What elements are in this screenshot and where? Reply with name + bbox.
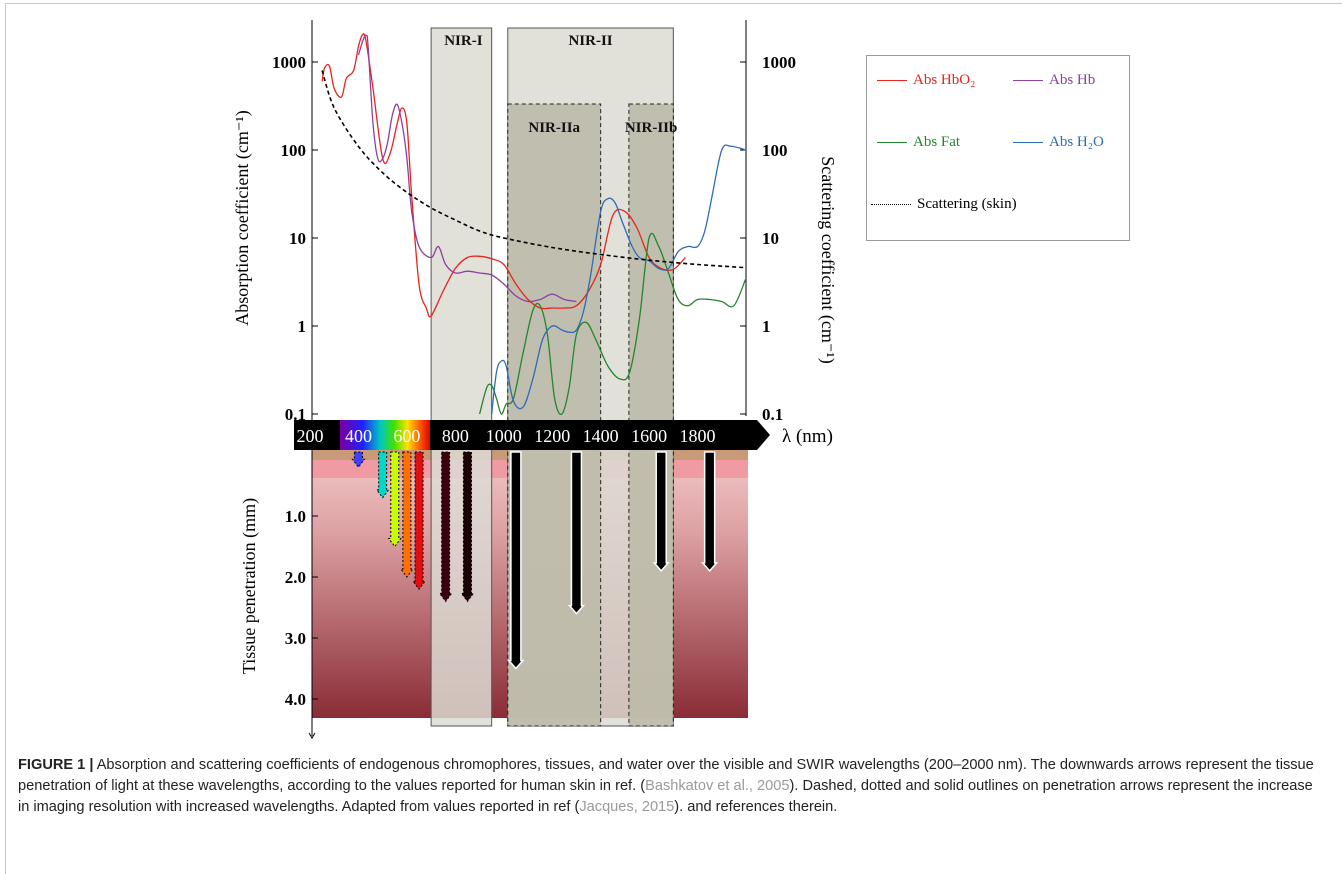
x-tick-label: 400 [345,426,372,446]
x-tick-label: 600 [393,426,420,446]
series-lines [321,33,747,416]
x-tick-label: 1400 [583,426,619,446]
depth-axis-title: Tissue penetration (mm) [239,498,260,674]
region-nir-i [430,27,493,727]
figure-frame [5,3,1342,874]
legend-item-fat: Abs Fat [877,134,960,151]
legend-label: Abs HbO₂ [913,72,976,88]
legend-label: Abs Fat [913,134,961,150]
legend-label: Abs H₂O [1049,134,1104,150]
legend-swatch [871,204,911,205]
penetration-arrow [652,451,670,573]
penetration-arrow [460,451,475,603]
right-tick-label: 1000 [762,53,796,72]
region-label: NIR-IIa [528,120,580,136]
legend-swatch [877,142,907,143]
legend-item-h2o: Abs H₂O [1013,134,1104,151]
wavelength-bar: 200 400 600 800 1000 1200 1400 1600 1800 λ (nm) [294,420,833,450]
region-nir-iib [628,103,674,727]
right-axis-title: Scattering coefficient (cm⁻¹) [817,156,838,363]
penetration-arrow [507,451,525,670]
x-tick-label: 1600 [631,426,667,446]
left-tick-label: 1 [298,317,307,336]
caption-text: ). Dashed, dotted and solid outlines on … [18,778,1313,815]
penetration-arrows [351,451,719,670]
penetration-arrow [701,451,719,573]
legend-swatch [877,80,907,81]
legend-label: Abs Hb [1049,72,1096,88]
penetration-arrow [387,451,402,548]
region-label: NIR-II [568,33,612,49]
x-axis-title: λ (nm) [782,426,833,447]
caption-reference-link[interactable]: Bashkatov et al., 2005 [645,778,790,794]
depth-axis-arrowhead [308,732,316,739]
depth-tick-label: 1.0 [285,507,306,526]
penetration-arrow [412,451,426,591]
axes: 0.1 1 10 100 1000 0.1 1 10 100 1000 1.0 2.0 3.0 4.0 Ab… [232,20,838,739]
caption-label: FIGURE 1 | [18,757,94,773]
legend-item-hb: Abs Hb [1013,72,1095,89]
region-label: NIR-I [444,33,482,49]
depth-tick-label: 4.0 [285,690,306,709]
x-tick-label: 1000 [486,426,522,446]
depth-tick-label: 3.0 [285,629,306,648]
penetration-arrow [375,451,390,499]
left-tick-label: 1000 [272,53,306,72]
right-tick-label: 100 [762,141,788,160]
visible-spectrum-band [340,420,430,450]
penetration-arrow [567,451,586,615]
caption-text: ). and references therein. [674,799,838,815]
legend-item-scattering: Scattering (skin) [871,196,1017,213]
region-label: NIR-IIb [625,120,678,136]
series-line [321,70,747,269]
right-tick-label: 0.1 [762,405,783,424]
series-line [478,232,747,416]
region-nir-iia [507,103,602,727]
left-axis-title: Absorption coefficient (cm⁻¹) [232,110,253,326]
caption-reference-link[interactable]: Jacques, 2015 [579,799,675,815]
x-tick-label: 200 [297,426,324,446]
x-tick-label: 1200 [534,426,570,446]
left-tick-label: 100 [281,141,307,160]
legend-swatch [1013,142,1043,143]
right-tick-label: 1 [762,317,771,336]
depth-tick-label: 2.0 [285,568,306,587]
nir-regions: NIR-I NIR-II NIR-IIa NIR-IIb [430,27,678,727]
penetration-arrow [351,451,366,469]
chart-legend: Abs HbO₂ Abs Hb Abs Fat Abs H₂O Scatteri… [866,55,1130,241]
legend-label: Scattering (skin) [917,196,1017,212]
penetration-arrow [438,451,453,603]
legend-swatch [1013,80,1043,81]
left-tick-label: 10 [289,229,306,248]
penetration-arrow [399,451,414,578]
series-line [357,34,577,303]
legend-item-hbo2: Abs HbO₂ [877,72,975,89]
right-tick-label: 10 [762,229,779,248]
x-tick-label: 1800 [680,426,716,446]
left-tick-label: 0.1 [285,405,306,424]
x-tick-label: 800 [442,426,469,446]
figure-caption: FIGURE 1 | Absorption and scattering coe… [18,755,1328,818]
series-line [491,144,747,415]
caption-text: Absorption and scattering coefficients o… [18,757,1314,794]
